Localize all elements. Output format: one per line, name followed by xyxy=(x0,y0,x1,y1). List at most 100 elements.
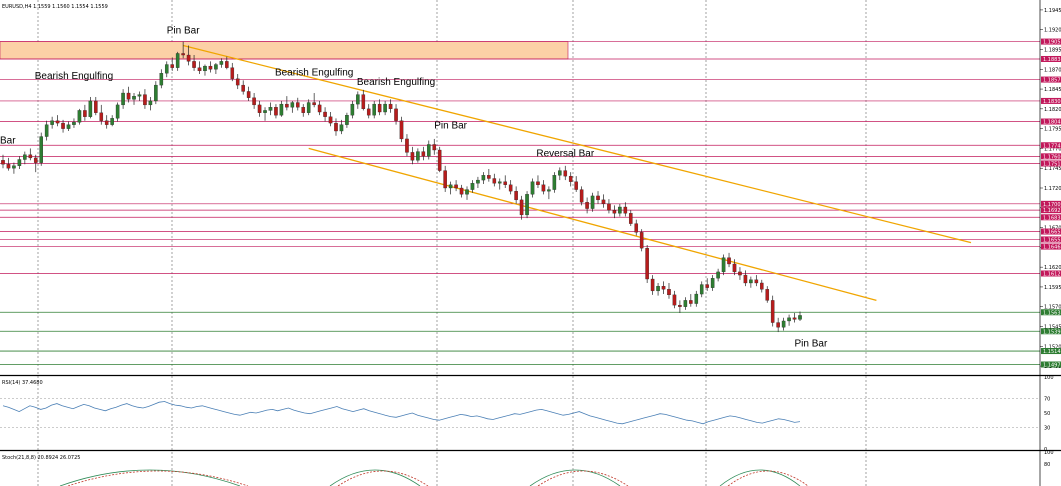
candle-body[interactable] xyxy=(716,271,720,279)
candle-body[interactable] xyxy=(792,317,797,320)
candle-body[interactable] xyxy=(732,263,737,273)
candle-body[interactable] xyxy=(94,100,98,113)
candle-body[interactable] xyxy=(585,202,589,209)
candle-body[interactable] xyxy=(263,110,267,113)
candle-body[interactable] xyxy=(487,175,491,179)
candle-body[interactable] xyxy=(628,213,633,224)
candle-body[interactable] xyxy=(192,61,196,68)
candle-body[interactable] xyxy=(55,120,60,124)
candle-body[interactable] xyxy=(639,232,644,249)
candle-body[interactable] xyxy=(579,189,584,203)
candle-body[interactable] xyxy=(519,199,524,216)
candle-body[interactable] xyxy=(104,120,109,125)
candle-body[interactable] xyxy=(705,284,709,288)
candle-body[interactable] xyxy=(405,138,409,153)
candle-body[interactable] xyxy=(645,248,649,280)
candle-body[interactable] xyxy=(50,120,54,125)
candle-body[interactable] xyxy=(421,151,426,157)
candle-body[interactable] xyxy=(699,284,704,295)
candle-body[interactable] xyxy=(345,115,349,125)
candle-body[interactable] xyxy=(448,184,453,189)
candle-body[interactable] xyxy=(770,300,775,323)
candle-body[interactable] xyxy=(66,124,71,129)
candle-body[interactable] xyxy=(257,104,262,113)
candle-body[interactable] xyxy=(623,206,628,214)
candle-body[interactable] xyxy=(563,170,568,177)
candle-body[interactable] xyxy=(694,293,699,304)
candle-body[interactable] xyxy=(159,73,164,86)
candle-body[interactable] xyxy=(154,84,158,102)
candle-body[interactable] xyxy=(44,124,49,137)
candle-body[interactable] xyxy=(12,165,16,169)
candle-body[interactable] xyxy=(186,54,191,62)
candle-body[interactable] xyxy=(23,154,27,160)
candle-body[interactable] xyxy=(208,65,213,70)
candle-body[interactable] xyxy=(219,61,224,65)
candle-body[interactable] xyxy=(317,104,322,113)
candle-body[interactable] xyxy=(410,152,415,161)
candle-body[interactable] xyxy=(672,294,677,306)
candle-body[interactable] xyxy=(465,189,469,195)
candle-body[interactable] xyxy=(689,300,693,304)
candle-body[interactable] xyxy=(481,175,486,181)
candle-body[interactable] xyxy=(148,100,153,106)
candle-body[interactable] xyxy=(558,170,562,176)
candle-body[interactable] xyxy=(356,94,360,105)
candle-body[interactable] xyxy=(164,64,169,74)
candle-body[interactable] xyxy=(661,285,666,290)
candle-body[interactable] xyxy=(339,124,344,132)
candle-body[interactable] xyxy=(246,91,251,98)
candle-body[interactable] xyxy=(383,103,387,113)
candle-body[interactable] xyxy=(274,107,278,116)
candle-body[interactable] xyxy=(596,195,600,201)
candle-body[interactable] xyxy=(454,184,458,189)
candle-body[interactable] xyxy=(290,102,295,108)
candle-body[interactable] xyxy=(306,102,311,113)
candle-body[interactable] xyxy=(432,144,437,151)
candle-body[interactable] xyxy=(214,64,218,70)
candle-body[interactable] xyxy=(279,103,284,116)
candle-body[interactable] xyxy=(61,122,65,129)
candle-body[interactable] xyxy=(230,67,235,79)
candle-body[interactable] xyxy=(301,107,306,113)
candle-body[interactable] xyxy=(366,108,371,116)
candle-body[interactable] xyxy=(738,271,742,276)
candle-body[interactable] xyxy=(667,289,671,296)
candle-body[interactable] xyxy=(607,203,611,211)
candle-body[interactable] xyxy=(126,92,131,100)
candle-body[interactable] xyxy=(110,118,114,125)
candle-body[interactable] xyxy=(721,257,726,273)
candle-body[interactable] xyxy=(443,170,447,189)
candle-body[interactable] xyxy=(334,122,338,132)
candle-body[interactable] xyxy=(399,120,404,140)
candle-body[interactable] xyxy=(377,103,382,113)
candle-body[interactable] xyxy=(137,94,142,97)
candle-body[interactable] xyxy=(99,112,104,121)
candle-body[interactable] xyxy=(6,164,11,169)
candle-body[interactable] xyxy=(323,111,327,117)
candle-body[interactable] xyxy=(568,175,573,182)
candle-body[interactable] xyxy=(514,191,518,201)
candle-body[interactable] xyxy=(143,94,147,106)
candle-body[interactable] xyxy=(574,181,578,190)
candle-body[interactable] xyxy=(656,285,660,292)
candle-body[interactable] xyxy=(350,103,355,116)
candle-body[interactable] xyxy=(781,320,786,328)
candle-body[interactable] xyxy=(754,279,759,284)
candle-body[interactable] xyxy=(235,78,240,86)
candle-body[interactable] xyxy=(295,102,300,108)
candle-body[interactable] xyxy=(459,187,464,195)
candle-body[interactable] xyxy=(268,107,273,111)
candle-body[interactable] xyxy=(88,100,93,117)
candle-body[interactable] xyxy=(72,122,76,125)
candle-body[interactable] xyxy=(503,181,508,185)
candle-body[interactable] xyxy=(372,103,376,116)
candle-body[interactable] xyxy=(33,157,38,163)
candle-body[interactable] xyxy=(17,159,22,166)
candle-body[interactable] xyxy=(492,178,497,184)
candle-body[interactable] xyxy=(361,94,366,110)
candle-body[interactable] xyxy=(710,278,715,288)
candle-body[interactable] xyxy=(787,317,791,322)
candle-body[interactable] xyxy=(601,199,606,204)
candle-body[interactable] xyxy=(765,289,770,301)
